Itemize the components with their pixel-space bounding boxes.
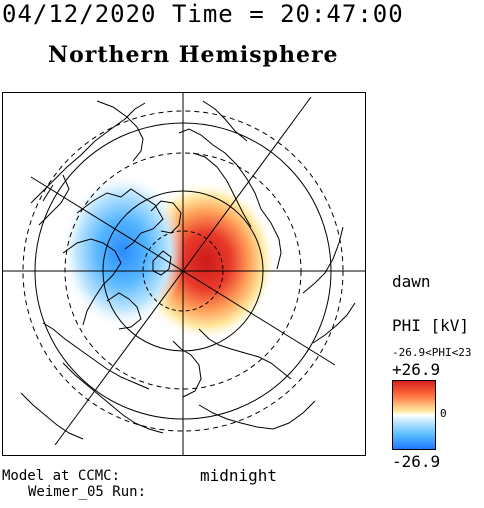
run-label: Weimer_05 Run: [28, 484, 147, 500]
polar-map-svg [3, 93, 365, 455]
coastlines [20, 100, 356, 440]
colorbar [392, 380, 436, 450]
colorbar-max-label: +26.9 [392, 360, 441, 379]
model-label: Model at CCMC: [2, 468, 121, 484]
colorbar-zero-label: 0 [440, 407, 447, 420]
meridian-line [30, 176, 336, 366]
midnight-label: midnight [200, 466, 278, 485]
dawn-label: dawn [392, 272, 431, 291]
hemisphere-title: Northern Hemisphere [48, 42, 339, 68]
colorbar-title: PHI [kV] [392, 316, 470, 335]
polar-map-plot [2, 92, 366, 456]
colorbar-min-label: -26.9 [392, 452, 441, 471]
datetime-title: 04/12/2020 Time = 20:47:00 [2, 0, 404, 28]
negative-potential-cell [61, 173, 185, 329]
colorbar-range: -26.9<PHI<23 [392, 346, 472, 359]
